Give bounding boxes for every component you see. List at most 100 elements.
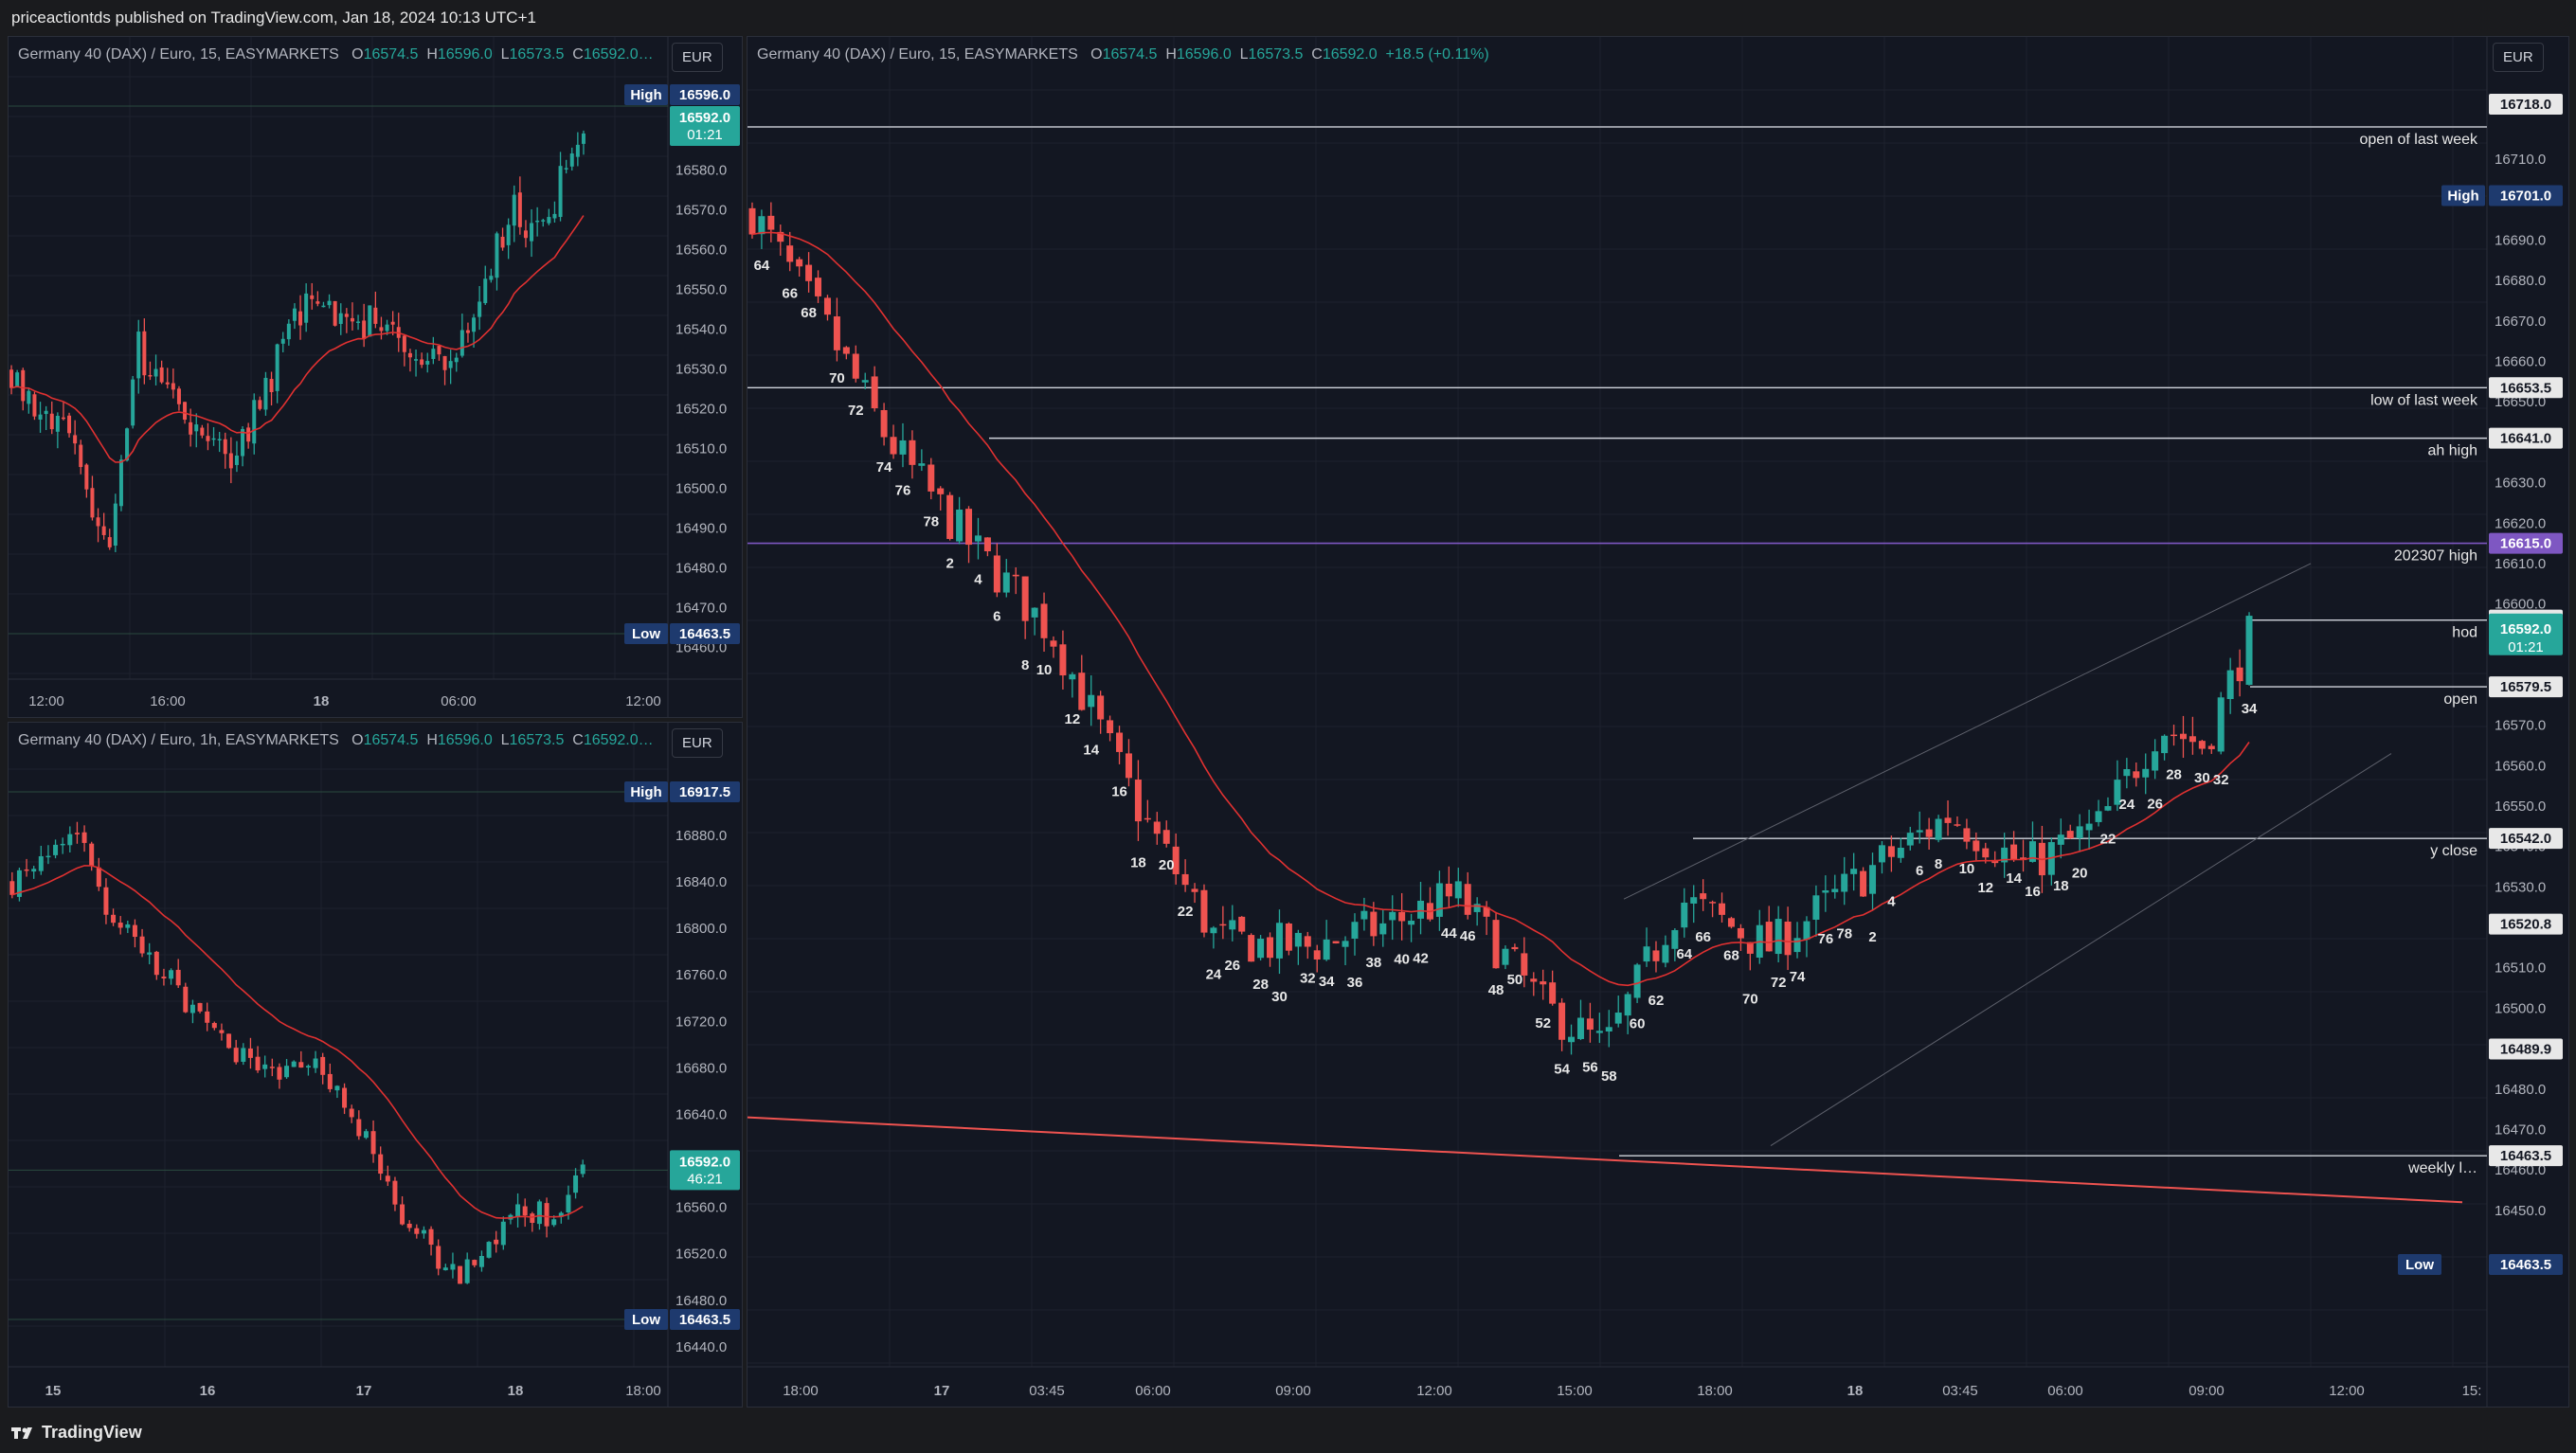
level-name: open bbox=[2443, 691, 2477, 708]
high-tag-bg bbox=[624, 781, 668, 802]
bar-count-label: 76 bbox=[1818, 931, 1834, 947]
legend: Germany 40 (DAX) / Euro, 1h, EASYMARKETS… bbox=[18, 732, 654, 748]
low-tag: Low bbox=[632, 1312, 660, 1328]
time-tick-label: 18:00 bbox=[783, 1383, 819, 1399]
level-name: y close bbox=[2430, 843, 2477, 859]
legend: Germany 40 (DAX) / Euro, 15, EASYMARKETS… bbox=[18, 46, 654, 63]
price-tick-label: 16540.0 bbox=[676, 321, 727, 337]
chart-canvas[interactable]: 16710.016700.016690.016680.016670.016660… bbox=[748, 37, 2568, 1407]
candle-body bbox=[2095, 811, 2102, 822]
price-tag-bg bbox=[2489, 1145, 2563, 1167]
candle-body bbox=[1435, 883, 1443, 917]
currency-button[interactable]: EUR bbox=[2493, 43, 2544, 72]
candle-body bbox=[101, 526, 106, 535]
candle-body bbox=[2189, 736, 2196, 743]
candle-body bbox=[60, 843, 65, 846]
candle-body bbox=[38, 414, 43, 420]
bar-count-label: 54 bbox=[1554, 1061, 1570, 1077]
candle-body bbox=[44, 410, 48, 415]
candle-body bbox=[1774, 919, 1782, 955]
candle-body bbox=[139, 936, 145, 954]
level-name: hod bbox=[2452, 625, 2477, 641]
open-value: 16574.5 bbox=[363, 46, 419, 63]
bar-count-label: 72 bbox=[848, 403, 864, 419]
chart-pane-15m-main[interactable]: 16710.016700.016690.016680.016670.016660… bbox=[747, 36, 2569, 1408]
candle-body bbox=[899, 439, 907, 455]
price-tick-label: 16530.0 bbox=[676, 361, 727, 377]
currency-button[interactable]: EUR bbox=[672, 728, 723, 758]
tradingview-logo[interactable]: TradingView bbox=[11, 1423, 142, 1443]
legend: Germany 40 (DAX) / Euro, 15, EASYMARKETS… bbox=[757, 46, 1489, 63]
candle-body bbox=[400, 1204, 405, 1225]
candle-body bbox=[464, 1259, 470, 1283]
candle-body bbox=[581, 133, 585, 144]
candle-body bbox=[1662, 944, 1669, 963]
chart-pane-15m-small[interactable]: 16590.016580.016570.016560.016550.016540… bbox=[8, 36, 743, 718]
price-tick-label: 16460.0 bbox=[2495, 1162, 2546, 1178]
bar-count-label: 32 bbox=[2213, 772, 2229, 788]
candle-body bbox=[189, 422, 193, 435]
time-tick-label: 12:00 bbox=[1416, 1383, 1452, 1399]
high-value: 16596.0 bbox=[1176, 46, 1232, 63]
time-tick-label: 18:00 bbox=[1697, 1383, 1733, 1399]
candle-body bbox=[880, 409, 888, 438]
candle-body bbox=[1125, 753, 1132, 779]
candle-body bbox=[338, 313, 343, 324]
candle-body bbox=[1116, 732, 1124, 752]
candle-body bbox=[378, 1154, 384, 1175]
candle-body bbox=[815, 278, 822, 296]
time-tick-label: 06:00 bbox=[1135, 1383, 1171, 1399]
candle-body bbox=[280, 338, 285, 344]
low-tag-bg bbox=[624, 1309, 668, 1330]
candle-body bbox=[1568, 1036, 1576, 1043]
candle-body bbox=[758, 216, 766, 235]
candle-body bbox=[421, 1229, 426, 1234]
candle-body bbox=[1002, 572, 1010, 593]
candle-body bbox=[495, 233, 499, 278]
candle-body bbox=[247, 1048, 253, 1058]
candle-body bbox=[79, 444, 83, 468]
candle-body bbox=[263, 377, 268, 410]
chart-pane-1h[interactable]: 16880.0 16840.0 16800.0 16760.0 16720.0 16680… bbox=[8, 722, 743, 1408]
channel-line bbox=[1770, 753, 2392, 1146]
high-value-tag-bg bbox=[670, 781, 740, 802]
low-value: 16573.5 bbox=[509, 46, 565, 63]
candle-body bbox=[183, 402, 188, 421]
candle-body bbox=[1916, 830, 1923, 833]
candle-body bbox=[286, 323, 291, 340]
candle-body bbox=[407, 352, 412, 358]
candle-body bbox=[1709, 902, 1717, 904]
candle-body bbox=[315, 301, 320, 304]
price-tag-bg bbox=[2489, 377, 2563, 399]
candle-body bbox=[21, 369, 26, 402]
chart-canvas[interactable]: 16880.0 16840.0 16800.0 16760.0 16720.0 16680… bbox=[9, 723, 742, 1407]
price-tick-label: 16480.0 bbox=[676, 561, 727, 577]
candle-body bbox=[1351, 922, 1359, 939]
price-tick-label: 16500.0 bbox=[676, 481, 727, 497]
candle-body bbox=[1812, 895, 1820, 920]
price-tag-bg bbox=[2489, 913, 2563, 935]
chart-canvas[interactable]: 16590.016580.016570.016560.016550.016540… bbox=[9, 37, 742, 717]
candle-body bbox=[956, 509, 964, 542]
candle-body bbox=[176, 388, 181, 404]
candle-body bbox=[833, 316, 840, 350]
low-value-tag-bg bbox=[2489, 1254, 2563, 1275]
candle-body bbox=[1540, 981, 1547, 985]
price-tick-label: 16580.0 bbox=[676, 162, 727, 178]
candle-body bbox=[1012, 574, 1019, 577]
candle-body bbox=[2085, 823, 2093, 831]
price-tick-label: 16490.0 bbox=[676, 521, 727, 537]
bar-count-label: 12 bbox=[1065, 711, 1081, 727]
candle-body bbox=[113, 503, 117, 547]
price-tag-bg bbox=[2489, 427, 2563, 449]
currency-button[interactable]: EUR bbox=[672, 43, 723, 72]
candle-body bbox=[1558, 1002, 1566, 1040]
candle-body bbox=[334, 1085, 340, 1091]
candle-body bbox=[1502, 948, 1509, 965]
candle-body bbox=[1614, 1013, 1622, 1024]
candle-body bbox=[1878, 845, 1885, 863]
countdown: 01:21 bbox=[687, 127, 723, 143]
bar-count-label: 32 bbox=[1300, 970, 1316, 986]
candle-body bbox=[2171, 734, 2178, 737]
candle-body bbox=[1059, 644, 1067, 676]
